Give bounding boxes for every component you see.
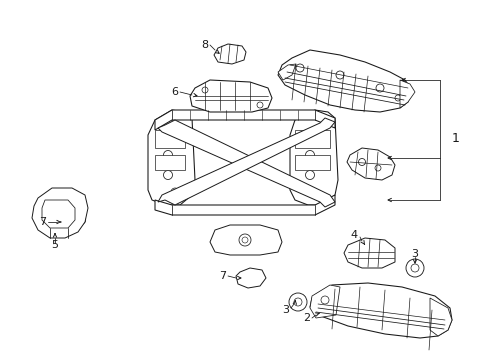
Polygon shape	[295, 155, 330, 170]
Circle shape	[289, 293, 307, 311]
Circle shape	[164, 171, 172, 180]
Circle shape	[359, 158, 366, 166]
Circle shape	[305, 171, 315, 180]
Polygon shape	[158, 120, 335, 207]
Polygon shape	[278, 64, 296, 80]
Polygon shape	[344, 238, 395, 268]
Text: 1: 1	[452, 131, 460, 144]
Circle shape	[375, 165, 381, 171]
Circle shape	[376, 84, 384, 92]
Polygon shape	[148, 110, 195, 205]
Polygon shape	[400, 80, 415, 108]
Polygon shape	[32, 188, 88, 238]
Polygon shape	[347, 148, 395, 180]
Polygon shape	[310, 285, 340, 318]
Circle shape	[294, 298, 302, 306]
Polygon shape	[214, 44, 246, 64]
Polygon shape	[295, 130, 330, 148]
Circle shape	[395, 95, 401, 101]
Text: 3: 3	[283, 305, 290, 315]
Polygon shape	[158, 118, 335, 205]
Polygon shape	[210, 225, 282, 255]
Polygon shape	[430, 298, 452, 336]
Text: 2: 2	[303, 313, 310, 323]
Circle shape	[242, 237, 248, 243]
Text: 7: 7	[39, 217, 46, 227]
Polygon shape	[155, 110, 335, 130]
Text: 8: 8	[201, 40, 208, 50]
Circle shape	[202, 87, 208, 93]
Polygon shape	[62, 212, 86, 228]
Polygon shape	[155, 130, 185, 148]
Polygon shape	[236, 268, 266, 288]
Text: 4: 4	[350, 230, 358, 240]
Polygon shape	[190, 80, 272, 112]
Circle shape	[296, 64, 304, 72]
Polygon shape	[42, 200, 75, 228]
Text: 6: 6	[171, 87, 178, 97]
Circle shape	[321, 296, 329, 304]
Circle shape	[411, 264, 419, 272]
Text: 5: 5	[51, 240, 58, 250]
Circle shape	[164, 150, 172, 159]
Polygon shape	[155, 195, 335, 215]
Circle shape	[163, 130, 173, 140]
Circle shape	[257, 102, 263, 108]
Circle shape	[305, 130, 315, 140]
Circle shape	[336, 71, 344, 79]
Text: 3: 3	[412, 249, 418, 259]
Polygon shape	[155, 155, 185, 170]
Circle shape	[171, 188, 179, 196]
Polygon shape	[290, 110, 338, 205]
Text: 7: 7	[219, 271, 226, 281]
Polygon shape	[310, 283, 452, 338]
Circle shape	[305, 150, 315, 159]
Circle shape	[406, 259, 424, 277]
Circle shape	[239, 234, 251, 246]
Polygon shape	[278, 50, 412, 112]
